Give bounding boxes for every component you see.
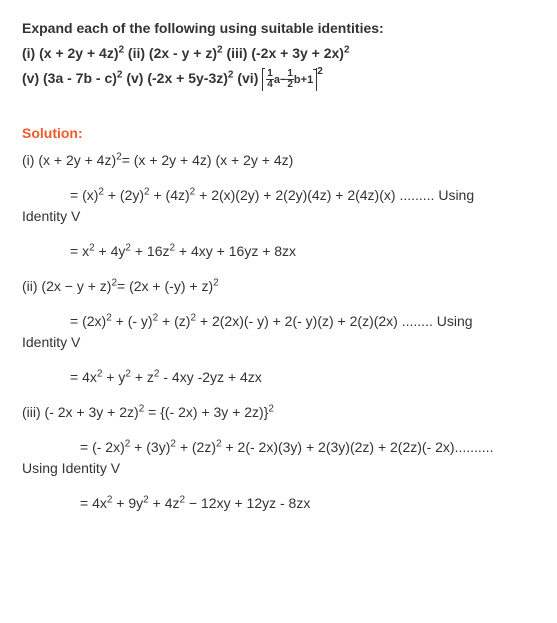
part-i-head: (i) (x + 2y + 4z)2= (x + 2y + 4z) (x + 2… [22, 150, 535, 171]
vi-mid2: b+1 [294, 74, 313, 86]
part-ii-head: (ii) (2x − y + z)2= (2x + (-y) + z)2 [22, 276, 535, 297]
part-iii-result: = 4x2 + 9y2 + 4z2 − 12xy + 12yz - 8zx [22, 493, 535, 514]
part-iii-head: (iii) (- 2x + 3y + 2z)2 = {(- 2x) + 3y +… [22, 402, 535, 423]
solution-label: Solution: [22, 123, 535, 144]
part-i-ident: Identity V [22, 206, 535, 227]
frac-den: 4 [266, 80, 274, 90]
part-iii-ident: Using Identity V [22, 458, 535, 479]
vi-power: 2 [317, 66, 323, 77]
frac-den: 2 [286, 80, 294, 90]
part-ii-ident: Identity V [22, 332, 535, 353]
question-line3: (v) (3a - 7b - c)2 (v) (-2x + 5y-3z)2 (v… [22, 68, 535, 91]
part-iii-expand: = (- 2x)2 + (3y)2 + (2z)2 + 2(- 2x)(3y) … [22, 437, 535, 458]
part-i-result: = x2 + 4y2 + 16z2 + 4xy + 16yz + 8zx [22, 241, 535, 262]
question-line2: (i) (x + 2y + 4z)2 (ii) (2x - y + z)2 (i… [22, 43, 535, 64]
q-items-123: (i) (x + 2y + 4z)2 (ii) (2x - y + z)2 (i… [22, 45, 350, 61]
fraction-1-4: 1 4 [266, 69, 274, 90]
part-i-expand: = (x)2 + (2y)2 + (4z)2 + 2(x)(2y) + 2(2y… [22, 185, 535, 206]
part-ii-expand: = (2x)2 + (- y)2 + (z)2 + 2(2x)(- y) + 2… [22, 311, 535, 332]
question-title: Expand each of the following using suita… [22, 18, 535, 39]
q-item-vi-bracket: 1 4 a− 1 2 b+1 2 [262, 68, 323, 91]
vi-mid1: a− [274, 74, 287, 86]
part-ii-result: = 4x2 + y2 + z2 - 4xy -2yz + 4zx [22, 367, 535, 388]
fraction-1-2: 1 2 [286, 69, 294, 90]
q-items-456-pre: (v) (3a - 7b - c)2 (v) (-2x + 5y-3z)2 (v… [22, 70, 262, 86]
